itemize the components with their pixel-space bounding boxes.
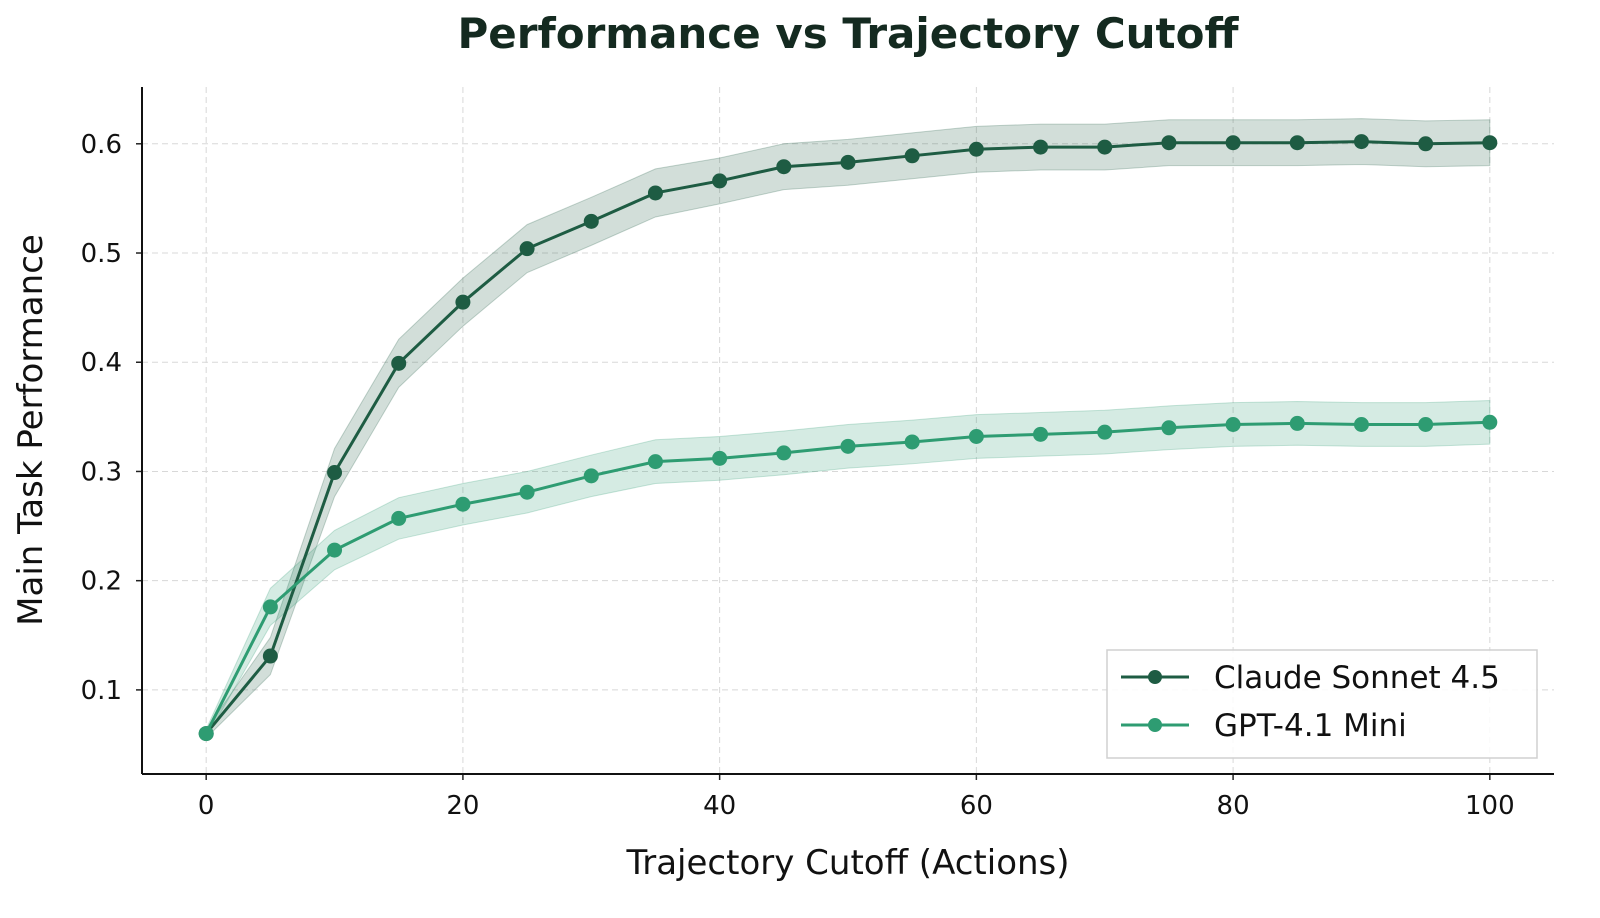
data-point-0 xyxy=(1418,136,1434,152)
legend-box xyxy=(1106,649,1538,759)
data-point-0 xyxy=(1353,134,1369,150)
x-tick-label: 20 xyxy=(446,791,479,821)
data-point-1 xyxy=(840,438,856,454)
data-point-0 xyxy=(968,141,984,157)
data-point-1 xyxy=(1353,416,1369,432)
data-point-1 xyxy=(519,484,535,500)
x-axis-label: Trajectory Cutoff (Actions) xyxy=(625,843,1069,883)
data-point-0 xyxy=(519,241,535,257)
data-point-0 xyxy=(455,294,471,310)
data-point-1 xyxy=(968,429,984,445)
data-point-0 xyxy=(583,213,599,229)
data-point-0 xyxy=(647,185,663,201)
x-tick-label: 0 xyxy=(198,791,215,821)
data-point-1 xyxy=(1225,416,1241,432)
x-tick-label: 80 xyxy=(1217,791,1250,821)
x-tick-label: 100 xyxy=(1465,791,1515,821)
y-axis-label: Main Task Performance xyxy=(11,234,51,626)
data-point-1 xyxy=(647,454,663,470)
data-point-1 xyxy=(583,468,599,484)
data-point-1 xyxy=(455,496,471,512)
legend-label-claude: Claude Sonnet 4.5 xyxy=(1214,660,1500,696)
y-tick-label: 0.5 xyxy=(81,239,122,269)
data-point-1 xyxy=(327,542,343,558)
data-point-0 xyxy=(712,173,728,189)
data-point-0 xyxy=(262,648,278,664)
axes: 0 20 40 60 80 100 0.1 0.2 0.3 0.4 0.5 0.6 xyxy=(81,87,1554,821)
data-point-1 xyxy=(391,510,407,526)
y-tick-label: 0.4 xyxy=(81,348,122,378)
data-point-0 xyxy=(840,154,856,170)
legend-marker-gpt xyxy=(1148,718,1162,732)
data-point-0 xyxy=(391,355,407,371)
data-point-1 xyxy=(198,726,214,742)
legend: Claude Sonnet 4.5 GPT-4.1 Mini xyxy=(1106,649,1538,759)
confidence-band-0 xyxy=(205,118,1491,740)
data-point-1 xyxy=(776,445,792,461)
data-point-1 xyxy=(1033,426,1049,442)
y-tick-label: 0.1 xyxy=(81,676,122,706)
x-tick-label: 60 xyxy=(960,791,993,821)
data-point-0 xyxy=(1482,135,1498,151)
data-point-1 xyxy=(712,450,728,466)
data-point-1 xyxy=(1161,420,1177,436)
data-point-0 xyxy=(904,148,920,164)
data-point-0 xyxy=(1161,135,1177,151)
data-point-0 xyxy=(327,465,343,481)
y-tick-label: 0.6 xyxy=(81,130,122,160)
x-tick-label: 40 xyxy=(703,791,736,821)
y-tick-label: 0.3 xyxy=(81,457,122,487)
data-point-1 xyxy=(1097,424,1113,440)
data-point-1 xyxy=(262,599,278,615)
legend-marker-claude xyxy=(1148,670,1162,684)
data-point-0 xyxy=(1033,139,1049,155)
series-lines xyxy=(198,134,1498,742)
data-point-0 xyxy=(776,159,792,175)
data-point-1 xyxy=(904,434,920,450)
legend-label-gpt: GPT-4.1 Mini xyxy=(1214,708,1407,744)
y-tick-label: 0.2 xyxy=(81,567,122,597)
data-point-1 xyxy=(1418,416,1434,432)
data-point-1 xyxy=(1482,414,1498,430)
data-point-0 xyxy=(1289,135,1305,151)
data-point-0 xyxy=(1097,139,1113,155)
data-point-0 xyxy=(1225,135,1241,151)
data-point-1 xyxy=(1289,415,1305,431)
chart-title: Performance vs Trajectory Cutoff xyxy=(457,9,1239,58)
